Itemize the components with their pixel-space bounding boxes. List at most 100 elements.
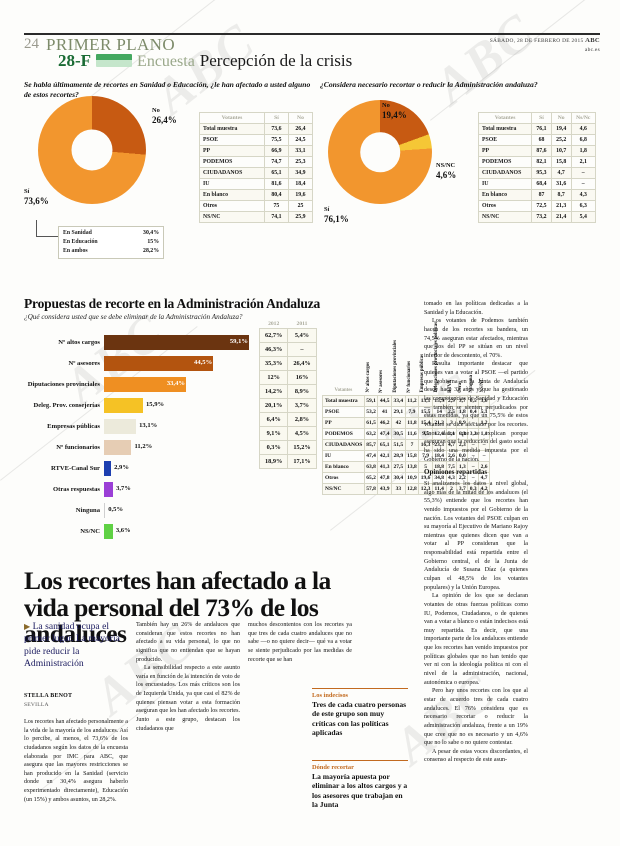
bar-value: 59,1% xyxy=(229,338,248,345)
table-cell: 74,7 xyxy=(263,156,289,168)
subsection-title: Opiniones repartidas xyxy=(424,468,488,476)
table-cell: 76,1 xyxy=(531,123,552,135)
table-cell: 19,6 xyxy=(287,189,314,201)
bar-track: 13,1% xyxy=(104,419,256,434)
bar-value: 11,2% xyxy=(134,443,153,450)
table-cell: 30,5 xyxy=(391,427,406,440)
article-column-4b: Opiniones repartidas Si analizamos los d… xyxy=(424,468,528,765)
table-cell: 75,5 xyxy=(263,134,289,146)
table-cell: 34,9 xyxy=(287,167,314,179)
andalusia-flag-icon xyxy=(96,54,133,67)
table-cell: 85,7 xyxy=(363,438,379,451)
table-row: 12% 16% xyxy=(258,370,317,385)
table-row: CIUDADANOS 85,7 65,1 51,5 7 16,3 23,3 4,7 2,3– – xyxy=(322,438,491,451)
bar-row: Nº funcionarios 11,2% xyxy=(24,437,256,458)
table-cell: 82,1 xyxy=(531,156,552,168)
table-cell: 26,4 xyxy=(287,123,314,135)
bar-row: Deleg. Prov. consejerías 15,9% xyxy=(24,395,256,416)
table-cell: 51,5 xyxy=(391,438,406,451)
bar-track: 0,5% xyxy=(104,503,256,518)
breakdown-legend: En Sanidad 30,4% En Educación 15% En ambos… xyxy=(58,226,164,259)
table-cell: 46,2 xyxy=(377,416,393,429)
legend-row: En Educación 15% xyxy=(63,238,159,245)
table-cell: 12,8 xyxy=(404,482,420,495)
row-label: CIUDADANOS xyxy=(322,438,365,451)
row-label: NS/NC xyxy=(199,211,265,223)
comparison-years-table: 2012 2011 62,7% 5,4% 46,3% –35,3% 26,4% 12% 16% 1… xyxy=(258,320,317,469)
article-headline: Los recortes han afectado a la vida pers… xyxy=(24,566,331,649)
bar-row: NS/NC 3,6% xyxy=(24,521,256,542)
table-cell: 21,3 xyxy=(550,200,572,212)
chart-panel-afectado: Se habla últimamente de recortes en Sani… xyxy=(24,80,316,285)
pullbox-text: La mayoría apuesta por eliminar a los al… xyxy=(312,772,408,810)
table-row: PSOE 53,2 41 29,1 7,9 15,5 14 2,5 1,8 0,4 5,1 xyxy=(322,405,491,418)
row-label: En blanco xyxy=(199,189,265,201)
bar-track: 15,9% xyxy=(104,398,256,413)
table-cell: 63,2 xyxy=(363,427,379,440)
legend-leader-line xyxy=(36,220,59,237)
table-cell: 80,4 xyxy=(263,189,289,201)
rotated-header: Nº altos cargos xyxy=(365,362,371,393)
table-cell: 72,5 xyxy=(531,200,552,212)
row-label: Otros xyxy=(477,200,533,212)
slice-label-si: Sí 76,1% xyxy=(324,206,349,224)
table-cell: 29,1 xyxy=(391,405,406,418)
row-label: Total muestra xyxy=(199,123,265,135)
table-row: 46,3% – xyxy=(258,342,317,357)
table-cell: 15,8 xyxy=(404,449,420,462)
table-cell: 75 xyxy=(263,200,289,212)
table-header: Sí xyxy=(531,112,552,124)
table-row: PP 87,6 10,7 1,8 xyxy=(477,145,597,157)
bar-row: Diputaciones provinciales 33,4% xyxy=(24,374,256,395)
table-cell: 47,8 xyxy=(377,471,393,484)
table-row: PODEMOS 82,1 15,8 2,1 xyxy=(477,156,597,168)
table-cell: – xyxy=(287,342,317,357)
table-row: PODEMOS 74,7 25,3 xyxy=(199,156,314,168)
article-column-3: muchos descontentos con los recortes ya … xyxy=(248,621,352,664)
table-cell: 21,4 xyxy=(550,211,572,223)
paragraph: La sensibilidad respecto a este asunto v… xyxy=(136,665,240,732)
table-cell: 33,4 xyxy=(391,394,406,407)
table-cell: 53,2 xyxy=(363,405,379,418)
row-label: IU xyxy=(199,178,265,190)
bar-row: RTVE-Canal Sur 2,9% xyxy=(24,458,256,479)
table-cell: 74,1 xyxy=(263,211,289,223)
bar-row: Otras respuestas 3,7% xyxy=(24,479,256,500)
bar-label: Empresas públicas xyxy=(47,422,100,430)
rotated-header: Nº funcionarios xyxy=(406,360,412,393)
bar-row: Ninguna 0,5% xyxy=(24,500,256,521)
table-cell: 8,7 xyxy=(550,189,572,201)
table-cell: 10,9 xyxy=(404,471,420,484)
table-cell: 73,6 xyxy=(263,123,289,135)
table-row: 14,2% 8,9% xyxy=(258,384,317,399)
row-label: PP xyxy=(477,145,533,157)
bar-label: Deleg. Prov. consejerías xyxy=(33,401,100,409)
bar xyxy=(104,398,143,413)
table-header: Votantes xyxy=(199,112,265,124)
byline-city: SEVILLA xyxy=(24,702,49,708)
table-cell: 3,7% xyxy=(287,398,317,413)
donut-chart-afectado xyxy=(38,96,146,204)
row-label: PODEMOS xyxy=(199,156,265,168)
table-cell: 4,7 xyxy=(550,167,572,179)
brand-logo: ABC xyxy=(585,37,600,44)
bar-value: 2,9% xyxy=(114,464,129,471)
bar xyxy=(104,503,106,518)
table-cell: 18,9% xyxy=(258,454,289,469)
slice-label-nsnc: NS/NC 4,6% xyxy=(436,162,457,180)
section-name: PRIMER PLANO xyxy=(46,35,176,54)
year-header: 2011 xyxy=(296,321,308,327)
pullbox-indecisos: Los indecisos Tres de cada cuatro person… xyxy=(312,688,408,738)
bar-label: Nº altos cargos xyxy=(58,338,100,346)
table-cell: 11,8 xyxy=(404,416,420,429)
propuestas-title: Propuestas de recorte en la Administraci… xyxy=(24,296,321,311)
table-cell: 2,8% xyxy=(287,412,317,427)
table-cell: 7,9 xyxy=(404,405,420,418)
bar-label: Ninguna xyxy=(75,506,100,514)
top-charts-band: Se habla últimamente de recortes en Sani… xyxy=(24,80,597,285)
bar xyxy=(104,335,249,350)
paragraph: También hay un 26% de andaluces que cons… xyxy=(136,622,240,663)
table-cell: 6,8 xyxy=(570,134,597,146)
donut-ring xyxy=(38,96,146,204)
bar-track: 59,1% xyxy=(104,335,256,350)
